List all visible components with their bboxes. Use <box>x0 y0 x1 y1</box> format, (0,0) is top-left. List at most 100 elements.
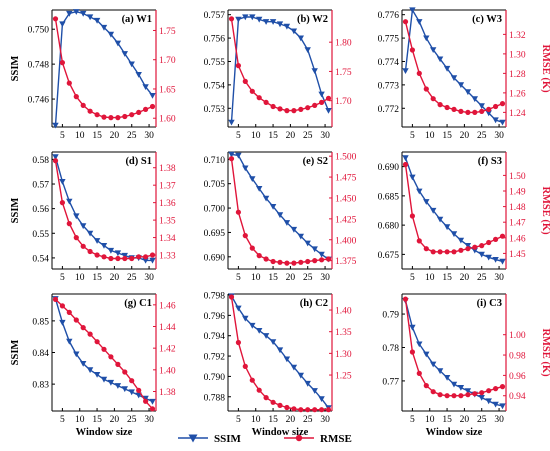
ssim-point <box>409 324 416 331</box>
ssim-point <box>325 108 332 114</box>
rmse-point <box>291 406 297 412</box>
y-left-tick-label: 0.78 <box>382 344 399 354</box>
ssim-point <box>478 395 485 401</box>
rmse-point <box>284 404 290 411</box>
panel-title: (h) C2 <box>300 298 328 309</box>
rmse-point <box>115 361 121 367</box>
rmse-point <box>284 260 290 266</box>
rmse-point <box>66 309 72 315</box>
rmse-point <box>493 103 499 110</box>
y-left-tick-label: 0.675 <box>378 251 400 261</box>
y-right-tick-label: 1.36 <box>159 199 176 209</box>
ssim-point <box>409 174 416 181</box>
y-left-tick-label: 0.776 <box>378 11 400 21</box>
y-right-tick-label: 1.38 <box>159 164 176 174</box>
rmse-point <box>444 249 450 255</box>
y-left-axis-label: SSIM <box>10 198 21 224</box>
ssim-point <box>269 19 277 25</box>
x-tick-label: 10 <box>425 131 435 141</box>
ssim-line <box>231 153 329 260</box>
y-left-tick-label: 0.755 <box>204 58 226 68</box>
x-tick-label: 5 <box>410 273 415 283</box>
x-tick-label: 20 <box>460 273 470 283</box>
ssim-point <box>304 380 311 387</box>
y-right-tick-label: 1.70 <box>335 97 352 107</box>
y-right-tick-label: 1.48 <box>509 203 526 213</box>
y-right-tick-label: 1.46 <box>509 234 526 244</box>
chart-panels: 5 10 15 20 25 30 0.746 0.748 0.750 1.60 1.65 1.70 1.… <box>10 7 550 438</box>
rmse-point <box>472 109 478 115</box>
rmse-point <box>437 249 443 255</box>
rmse-point <box>256 387 262 393</box>
y-left-tick-label: 0.756 <box>204 35 226 45</box>
legend-rmse-label: RMSE <box>320 433 352 445</box>
rmse-point <box>136 109 142 115</box>
y-right-tick-label: 1.37 <box>159 182 176 192</box>
panel-title: (i) C3 <box>477 298 502 309</box>
rmse-point <box>235 63 241 69</box>
rmse-point <box>312 102 318 108</box>
ssim-point <box>52 154 59 161</box>
ssim-point <box>228 151 235 158</box>
ssim-point <box>423 35 430 42</box>
panel-title: (e) S2 <box>303 156 328 167</box>
rmse-point <box>136 254 142 260</box>
x-tick-label: 25 <box>477 131 487 141</box>
ssim-point <box>478 103 485 110</box>
y-right-tick-label: 1.35 <box>335 328 352 338</box>
ssim-point <box>149 93 156 99</box>
x-tick-label: 20 <box>460 131 470 141</box>
x-tick-label: 15 <box>268 415 278 425</box>
rmse-point <box>430 96 436 102</box>
ssim-point <box>107 379 115 386</box>
ssim-point <box>256 16 263 23</box>
rmse-point <box>235 339 241 346</box>
ssim-point <box>269 204 277 210</box>
y-right-tick-label: 1.38 <box>159 388 176 398</box>
ssim-point <box>436 56 444 63</box>
ssim-point <box>430 47 437 53</box>
ssim-point <box>311 246 318 253</box>
x-tick-label: 20 <box>286 131 296 141</box>
ssim-point <box>409 7 416 14</box>
y-left-tick-label: 0.798 <box>204 292 226 302</box>
ssim-point <box>149 257 156 264</box>
y-left-axis-label: SSIM <box>10 340 21 366</box>
y-left-tick-label: 0.685 <box>378 192 400 202</box>
ssim-point <box>114 383 122 389</box>
y-left-tick-label: 0.83 <box>32 381 49 391</box>
ssim-point <box>128 61 135 68</box>
ssim-point <box>235 16 242 23</box>
chart-panel: 5 10 15 20 25 30 0.788 0.790 0.792 0.794 0.796 0.79… <box>204 292 352 438</box>
rmse-point <box>402 296 409 302</box>
x-tick-label: 25 <box>303 415 313 425</box>
x-tick-label: 5 <box>236 273 241 283</box>
y-right-tick-label: 1.75 <box>159 27 176 37</box>
rmse-point <box>472 244 478 250</box>
rmse-point <box>451 393 457 399</box>
y-left-tick-label: 0.57 <box>32 181 49 191</box>
y-right-tick-label: 1.35 <box>159 217 176 227</box>
rmse-point <box>305 105 311 111</box>
y-right-tick-label: 1.33 <box>159 252 176 262</box>
rmse-point <box>80 243 86 249</box>
ssim-point <box>276 212 284 219</box>
rmse-point <box>149 103 156 110</box>
rmse-point <box>242 363 248 369</box>
y-left-tick-label: 0.58 <box>32 156 49 166</box>
rmse-point <box>486 239 492 246</box>
y-left-tick-label: 0.792 <box>204 353 226 363</box>
rmse-point <box>284 108 290 114</box>
rmse-point <box>499 101 506 107</box>
ssim-point <box>304 47 311 53</box>
rmse-point <box>277 402 283 408</box>
rmse-point <box>115 115 121 121</box>
rmse-point <box>416 238 422 244</box>
rmse-point <box>94 252 100 258</box>
y-left-tick-label: 0.796 <box>204 312 226 322</box>
ssim-point <box>107 247 115 254</box>
rmse-point <box>52 158 59 164</box>
x-tick-label: 10 <box>425 415 435 425</box>
ssim-point <box>269 339 277 345</box>
